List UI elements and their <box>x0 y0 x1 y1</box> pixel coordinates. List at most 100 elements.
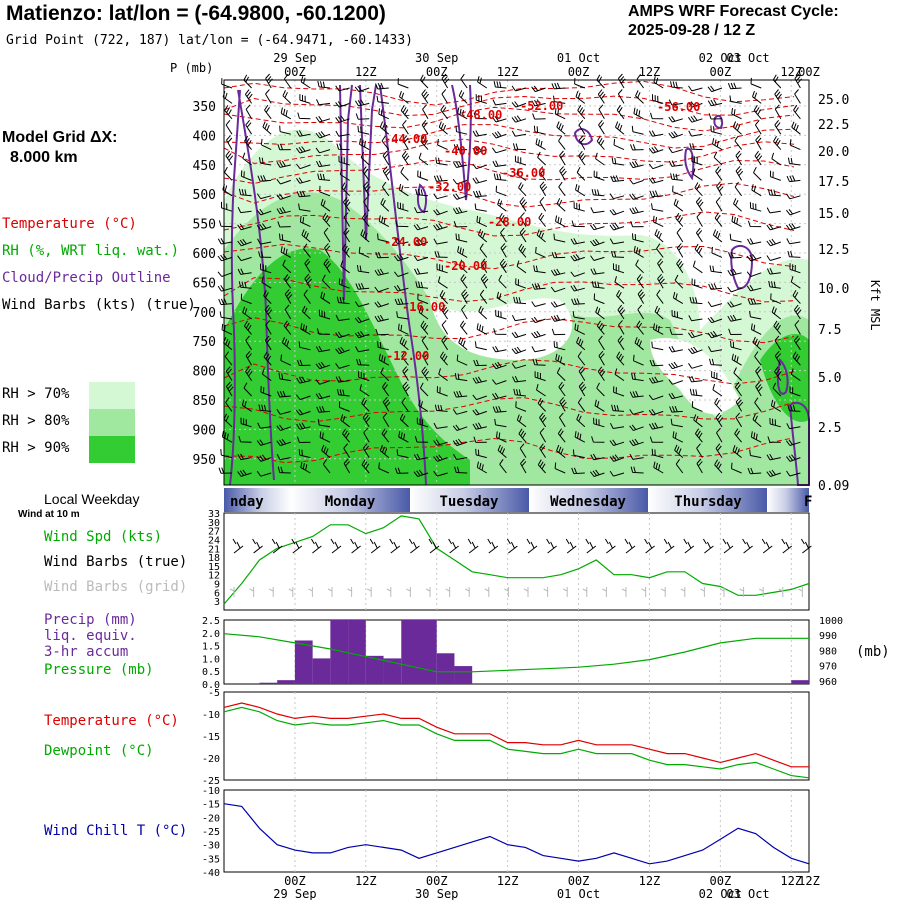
wind-barb <box>335 130 350 137</box>
wind-barb <box>766 268 781 275</box>
wind-barb <box>787 250 801 258</box>
wind-barb <box>361 397 370 412</box>
wind-barb <box>455 125 468 135</box>
wind-barb <box>414 207 429 214</box>
wind-barb <box>316 99 331 106</box>
wind-barb <box>461 304 468 320</box>
hour-label-bottom: 00Z <box>426 874 448 888</box>
wind-barb <box>497 198 507 212</box>
wind-barb <box>363 427 370 443</box>
wind-barb <box>299 94 311 104</box>
wind-barb <box>500 227 507 243</box>
pressure-tick-label: 350 <box>193 100 216 115</box>
wind-barb <box>670 173 683 181</box>
wind-barb-10m <box>546 538 557 554</box>
wind-barb <box>731 462 742 474</box>
wind-barb <box>452 438 468 447</box>
wind-barb <box>553 95 566 104</box>
wind-barb <box>264 104 272 120</box>
wind-barb <box>786 175 801 183</box>
wind-barb <box>731 215 742 228</box>
wind-barb <box>688 101 703 108</box>
wind-barb <box>276 454 291 461</box>
wind-barb <box>217 285 233 292</box>
wind-barb <box>707 330 723 339</box>
temperature-contour-label: -12.00 <box>386 349 429 363</box>
wind-barb <box>618 320 625 335</box>
wind-barb <box>217 271 233 277</box>
wind-barb <box>766 207 781 214</box>
wind-barb <box>747 238 762 245</box>
wind-barb <box>687 115 703 123</box>
wind-barb <box>336 143 350 151</box>
wind-barb <box>338 155 350 166</box>
wind-barb <box>531 301 546 307</box>
wind-barb <box>283 320 292 335</box>
wind-barb <box>571 298 585 305</box>
wind-barb <box>531 283 546 290</box>
wind-barb <box>263 290 272 304</box>
y-tick-label: -10 <box>202 710 220 721</box>
wind-barb-10m <box>644 538 655 554</box>
wind-barb <box>225 366 233 381</box>
wind-barb <box>296 436 311 443</box>
wind-barb <box>298 449 311 459</box>
legend-rh80-label: RH > 80% <box>2 413 70 429</box>
y-tick-label: 33 <box>208 509 220 520</box>
pressure-tick-label: 850 <box>193 394 216 409</box>
hour-label-top: 00Z <box>284 65 306 79</box>
wind-barb <box>712 138 723 151</box>
wind-barb <box>714 459 723 474</box>
wind-barb <box>453 390 468 398</box>
wind-barb <box>477 76 488 89</box>
wind-barb <box>256 208 272 216</box>
wind-barb <box>708 113 723 120</box>
pressure-tick-label: 900 <box>193 423 216 438</box>
wind-barb <box>790 368 801 382</box>
wind-barb <box>668 379 683 385</box>
wind-barb <box>610 250 625 258</box>
wind-barb <box>335 101 350 108</box>
wind-barb <box>735 150 743 166</box>
wind-barb <box>296 359 311 366</box>
wind-barb <box>240 417 252 428</box>
wind-barb <box>315 361 331 370</box>
wind-barb <box>315 392 331 400</box>
temperature-contour <box>223 359 795 385</box>
wind-barb <box>794 320 801 335</box>
height-tick-label: 17.5 <box>818 175 849 190</box>
wind-barb <box>433 454 448 462</box>
wind-barb-grid <box>288 587 294 597</box>
wind-barb <box>394 254 409 262</box>
wind-barb <box>317 80 331 89</box>
wind-barb <box>238 435 252 443</box>
wind-barb <box>439 290 448 304</box>
wind-barb <box>668 131 683 139</box>
wind-barb-10m <box>663 538 675 554</box>
precip-bar <box>401 620 419 684</box>
wind-barb <box>441 89 449 104</box>
page-title: Matienzo: lat/lon = (-64.9800, -60.1200) <box>6 2 386 25</box>
wind-barb <box>377 233 389 243</box>
wind-barb <box>316 160 331 168</box>
wind-barb <box>394 285 409 292</box>
y-tick-label: 30 <box>208 518 220 529</box>
wind-barb <box>303 289 311 304</box>
wind-barb <box>714 212 723 227</box>
wind-barb <box>634 337 644 351</box>
wind-barb <box>494 418 507 428</box>
wind-barb <box>754 150 763 166</box>
pressure-tick-label: 500 <box>193 188 216 203</box>
wind-barb <box>492 99 507 106</box>
wind-barb <box>278 372 291 382</box>
pressure-tick-label: 960 <box>819 677 837 688</box>
wind-barb <box>539 181 548 197</box>
wind-barb <box>422 104 429 120</box>
wind-barb <box>656 243 664 258</box>
wind-barb <box>746 284 762 292</box>
wind-barb <box>650 112 664 120</box>
wind-barb <box>654 305 664 320</box>
wind-barb <box>727 82 742 90</box>
wind-barb <box>223 337 233 351</box>
wind-barb <box>358 246 370 258</box>
